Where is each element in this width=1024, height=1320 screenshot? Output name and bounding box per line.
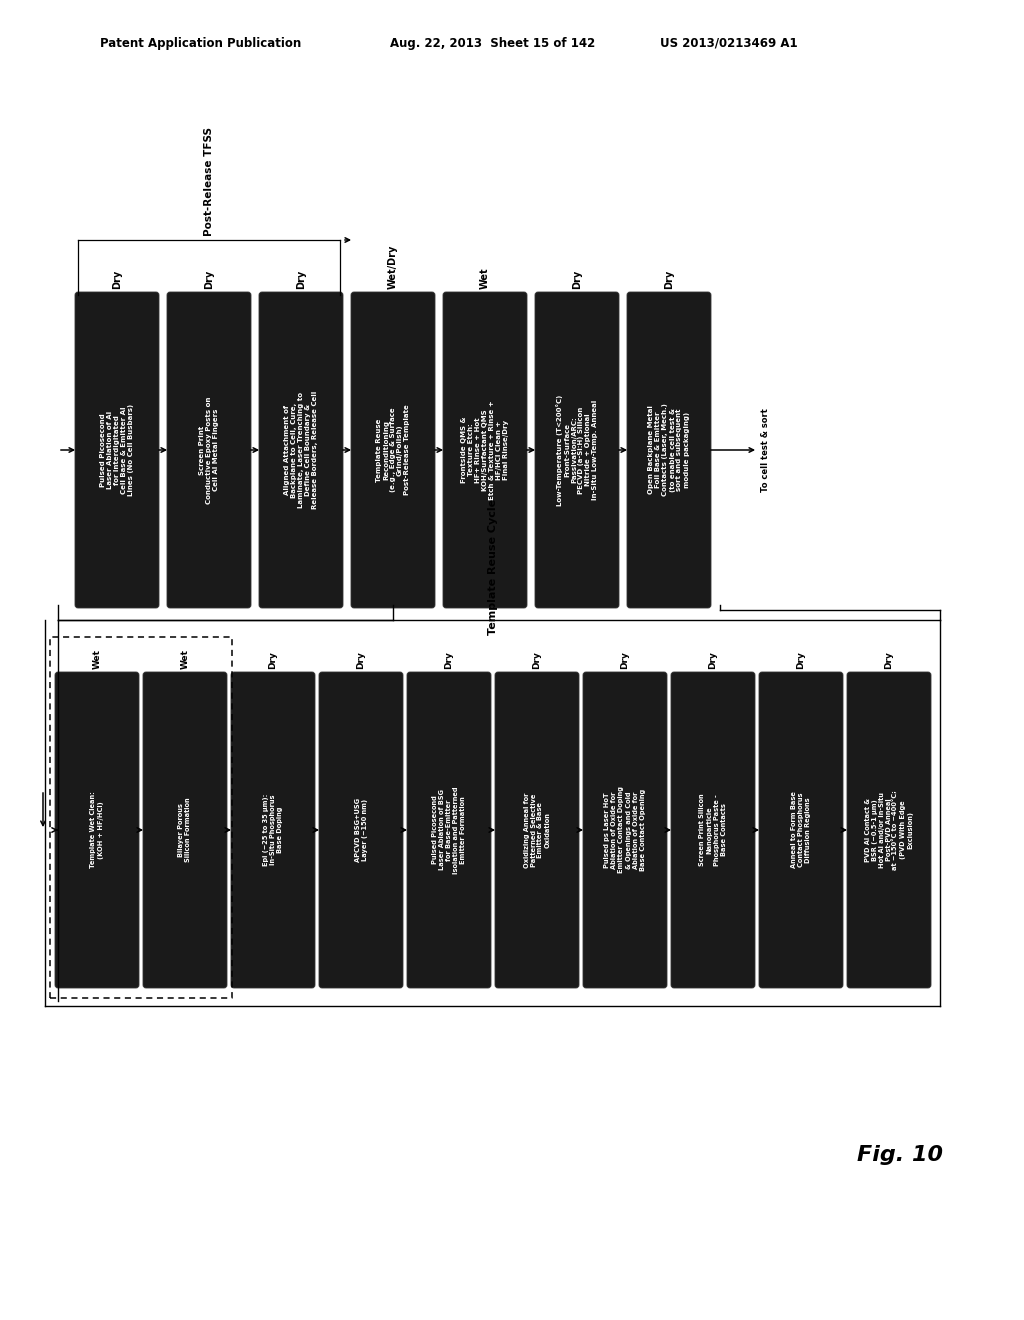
Text: Screen Print Silicon
Nanoparticle
Phosphorus Paste -
Base Contacts: Screen Print Silicon Nanoparticle Phosph… [699,793,726,866]
Text: PVD Al Contact &
BSR (~0.5-1 μm)
Hot Al and/or In-Situ
Post-PVD Anneal
at ~150°C: PVD Al Contact & BSR (~0.5-1 μm) Hot Al … [865,791,913,870]
Text: Aligned Attachment of
Backplane to Cell, Cure,
Laminate, Laser Trenching to
Defi: Aligned Attachment of Backplane to Cell,… [284,391,318,510]
Text: Frontside QMS &
Texture Etch:
HF+ Rinse + Hot
KOH/Surfactant QMS
Etch & Texture : Frontside QMS & Texture Etch: HF+ Rinse … [461,400,509,500]
Text: Post-Release TFSS: Post-Release TFSS [204,127,214,236]
Text: Dry: Dry [621,651,630,669]
Text: Template Reuse Cycle: Template Reuse Cycle [488,499,498,635]
FancyBboxPatch shape [319,672,403,987]
FancyBboxPatch shape [847,672,931,987]
Text: Wet: Wet [92,649,101,669]
Text: Dry: Dry [112,269,122,289]
Text: Open Backplane Metal
Foil Base & Emitter
Contacts (Laser, Mech.)
(to enable cell: Open Backplane Metal Foil Base & Emitter… [648,404,689,496]
FancyBboxPatch shape [55,672,139,987]
Text: Aug. 22, 2013  Sheet 15 of 142: Aug. 22, 2013 Sheet 15 of 142 [390,37,595,50]
Text: Anneal to Form Base
Contact Phosphorus
Diffusion Regions: Anneal to Form Base Contact Phosphorus D… [791,792,811,869]
Text: Pulsed Picosecond
Laser Ablation of Al
for Interdigitated
Cell Base & Emitter Al: Pulsed Picosecond Laser Ablation of Al f… [100,404,134,496]
Text: US 2013/0213469 A1: US 2013/0213469 A1 [660,37,798,50]
FancyBboxPatch shape [627,292,711,609]
Text: Epi (~25 to 35 μm):
In-Situ Phosphorus
Base Doping: Epi (~25 to 35 μm): In-Situ Phosphorus B… [263,793,283,866]
Text: Dry: Dry [268,651,278,669]
Text: Dry: Dry [797,651,806,669]
FancyBboxPatch shape [143,672,227,987]
Text: Fig. 10: Fig. 10 [857,1144,943,1166]
Text: Wet: Wet [180,649,189,669]
Text: APCVD BSG+USG
Layer (~150 nm): APCVD BSG+USG Layer (~150 nm) [354,797,368,862]
Text: Dry: Dry [709,651,718,669]
Text: Dry: Dry [204,269,214,289]
FancyBboxPatch shape [443,292,527,609]
Text: Wet: Wet [480,268,490,289]
FancyBboxPatch shape [535,292,618,609]
Text: Screen Print
Conductive Epoxy Posts on
Cell Al Metal Fingers: Screen Print Conductive Epoxy Posts on C… [199,396,219,504]
Text: Dry: Dry [532,651,542,669]
Text: Dry: Dry [664,269,674,289]
Text: Wet/Dry: Wet/Dry [388,244,398,289]
FancyBboxPatch shape [583,672,667,987]
FancyBboxPatch shape [671,672,755,987]
FancyBboxPatch shape [167,292,251,609]
Text: Dry: Dry [885,651,894,669]
FancyBboxPatch shape [231,672,315,987]
FancyBboxPatch shape [75,292,159,609]
Text: Bilayer Porous
Silicon Formation: Bilayer Porous Silicon Formation [178,797,191,862]
Text: Dry: Dry [356,651,366,669]
Text: Dry: Dry [572,269,582,289]
Text: Pulsed Picosecond
Laser Ablation of BSG
for Base-Emitter
Isolation and Patterned: Pulsed Picosecond Laser Ablation of BSG … [432,787,466,874]
FancyBboxPatch shape [407,672,490,987]
FancyBboxPatch shape [351,292,435,609]
Text: Pulsed ps Laser HoT
Ablation of Oxide for
Emitter Contact Doping
& Openings and : Pulsed ps Laser HoT Ablation of Oxide fo… [604,787,645,874]
Text: Oxidizing Anneal for
Patterned Selective
Emitter & Base
Oxidation: Oxidizing Anneal for Patterned Selective… [523,792,551,867]
Text: Template Reuse
Reconditioning
(e.g., Edge & Surface
Grind/Polish)
Post-Release T: Template Reuse Reconditioning (e.g., Edg… [376,405,410,495]
Text: Dry: Dry [444,651,454,669]
Text: Patent Application Publication: Patent Application Publication [100,37,301,50]
FancyBboxPatch shape [259,292,343,609]
Text: Low-Temperature (T<200°C)
Front-Surface
Passivation/ARC:
PECVD (a-Si:H) Silicon
: Low-Temperature (T<200°C) Front-Surface … [556,395,598,506]
FancyBboxPatch shape [495,672,579,987]
FancyBboxPatch shape [759,672,843,987]
Text: Dry: Dry [296,269,306,289]
Text: To cell test & sort: To cell test & sort [761,408,770,492]
Text: Template Wet Clean:
(KOH + HF/HCl): Template Wet Clean: (KOH + HF/HCl) [90,792,103,869]
